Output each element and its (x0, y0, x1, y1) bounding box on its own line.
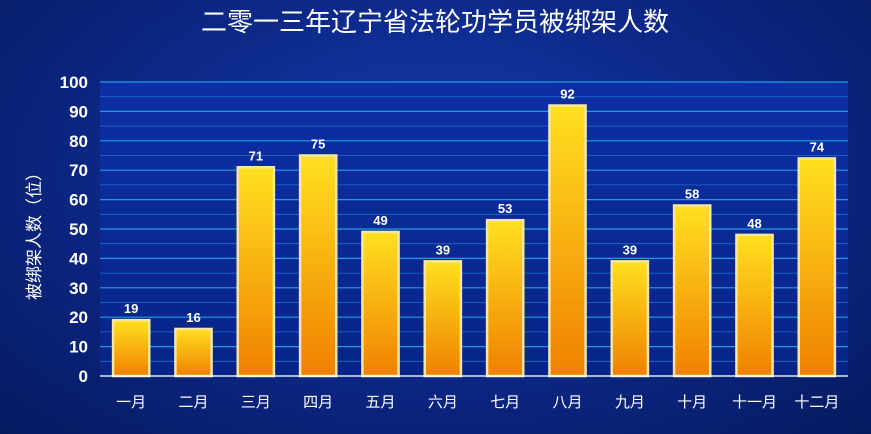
x-tick-label: 十二月 (794, 393, 839, 411)
y-tick-label: 70 (69, 161, 88, 180)
bar (672, 204, 712, 378)
chart-title: 二零一三年辽宁省法轮功学员被绑架人数 (201, 8, 669, 38)
data-label: 48 (747, 216, 761, 231)
x-tick-label: 七月 (490, 393, 520, 411)
data-label: 71 (249, 148, 263, 163)
y-axis-ticks: 0 10 20 30 40 50 60 70 80 90 100 (60, 73, 88, 386)
bar (236, 166, 276, 378)
y-tick-label: 30 (69, 279, 88, 298)
y-tick-label: 90 (69, 102, 88, 121)
x-axis-ticks: 一月 二月 三月 四月 五月 六月 七月 八月 九月 十月 十一月 十二月 (116, 393, 839, 411)
y-tick-label: 100 (60, 73, 88, 92)
data-label: 39 (436, 242, 450, 257)
bar (797, 157, 837, 378)
y-axis-label: 被绑架人数（位） (25, 164, 45, 300)
y-tick-label: 0 (79, 367, 88, 386)
y-tick-label: 50 (69, 220, 88, 239)
bar (548, 104, 587, 378)
data-label: 39 (623, 242, 637, 257)
x-tick-label: 九月 (615, 393, 645, 411)
data-label: 75 (311, 137, 325, 152)
data-label: 53 (498, 201, 512, 216)
data-label: 16 (186, 310, 200, 325)
gridlines (100, 81, 848, 377)
bar (298, 154, 338, 378)
bar (485, 218, 525, 378)
x-tick-label: 五月 (365, 393, 395, 411)
y-tick-label: 10 (69, 338, 88, 357)
x-tick-label: 四月 (303, 393, 333, 411)
x-tick-label: 十一月 (732, 393, 777, 411)
x-tick-label: 一月 (116, 393, 146, 411)
bar (610, 260, 650, 378)
bar (361, 230, 400, 378)
y-tick-label: 80 (69, 132, 88, 151)
x-tick-label: 六月 (428, 393, 458, 411)
y-tick-label: 60 (69, 191, 88, 210)
x-tick-label: 十月 (677, 393, 707, 411)
bar (111, 318, 151, 378)
bar (423, 260, 463, 378)
bar (174, 327, 213, 378)
data-label: 49 (373, 213, 387, 228)
data-label: 74 (810, 139, 825, 154)
bar (735, 233, 774, 378)
y-tick-label: 40 (69, 249, 88, 268)
x-tick-label: 八月 (552, 393, 582, 411)
data-labels: 19 16 71 75 49 39 53 92 39 58 48 74 (124, 87, 825, 325)
x-tick-label: 二月 (178, 393, 208, 411)
bars (111, 104, 837, 378)
y-tick-label: 20 (69, 308, 88, 327)
data-label: 92 (560, 87, 574, 102)
data-label: 19 (124, 301, 138, 316)
x-tick-label: 三月 (241, 393, 271, 411)
data-label: 58 (685, 186, 699, 201)
